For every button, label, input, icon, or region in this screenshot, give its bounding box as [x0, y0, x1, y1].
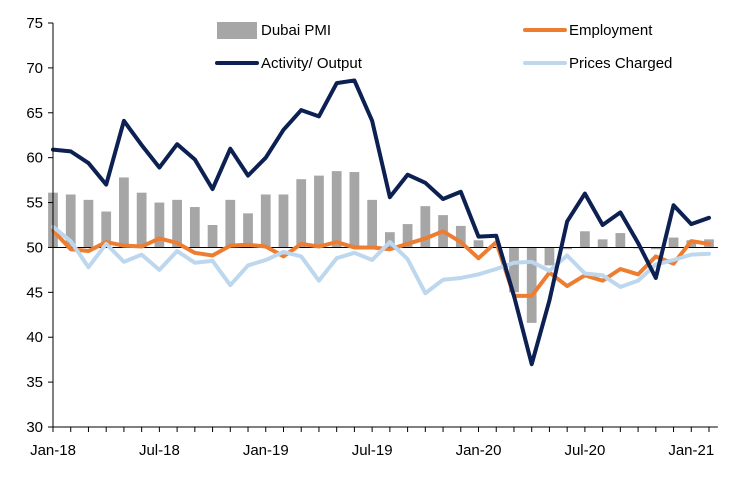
bar-dubai-pmi-sep-19 — [402, 224, 413, 248]
legend: Dubai PMI Employment Activity/ Output Price… — [215, 22, 672, 72]
bar-dubai-pmi-apr-19 — [314, 175, 324, 248]
legend-item-dubai-pmi: Dubai PMI — [217, 22, 331, 39]
x-tick-label: Jul-18 — [139, 442, 180, 459]
legend-label: Employment — [569, 22, 653, 39]
y-tick-label: 60 — [26, 150, 43, 167]
series-line-activity-output — [51, 78, 711, 367]
y-tick-label: 55 — [26, 195, 43, 212]
bar-dubai-pmi-nov-20 — [650, 247, 661, 250]
bar-dubai-pmi-oct-18 — [207, 225, 218, 248]
bar-dubai-pmi-dec-19 — [455, 225, 466, 248]
bar-dubai-pmi-sep-18 — [189, 207, 200, 248]
bar-dubai-pmi-mar-19 — [296, 179, 307, 248]
bar-dubai-pmi-mar-18 — [83, 199, 94, 248]
series-line-prices-charged — [51, 224, 711, 296]
bar-dubai-pmi-may-20 — [544, 247, 555, 266]
bar-dubai-pmi-sep-20 — [615, 233, 626, 248]
bar-dubai-pmi-mar-20 — [509, 247, 519, 293]
bar-dubai-pmi-jul-18 — [154, 202, 165, 248]
x-tick-label: Jan-21 — [668, 442, 714, 459]
axes-layer: 30 35 40 45 50 55 60 65 70 75 Jan-18 Jul-18 Jan-19 Ju… — [26, 15, 718, 459]
legend-label: Dubai PMI — [261, 22, 331, 39]
bar-dubai-pmi-dec-20 — [668, 237, 679, 248]
lines-layer — [51, 78, 711, 367]
bar-dubai-pmi-aug-20 — [597, 239, 608, 248]
x-tick-label: Jan-20 — [456, 442, 502, 459]
y-tick-label: 45 — [26, 284, 43, 301]
legend-item-activity-output: Activity/ Output — [215, 55, 363, 72]
bar-dubai-pmi-aug-18 — [172, 199, 182, 248]
legend-label: Prices Charged — [569, 55, 672, 72]
legend-label: Activity/ Output — [261, 55, 363, 72]
bar-dubai-pmi-may-19 — [331, 171, 342, 248]
x-tick-label: Jul-19 — [352, 442, 393, 459]
bar-dubai-pmi-jan-19 — [260, 194, 271, 248]
y-tick-label: 50 — [26, 239, 43, 256]
bar-dubai-pmi-oct-19 — [420, 206, 431, 248]
legend-swatch — [217, 22, 257, 39]
x-tick-label: Jan-19 — [243, 442, 289, 459]
bar-dubai-pmi-aug-19 — [384, 232, 395, 248]
bar-dubai-pmi-jan-20 — [473, 240, 484, 248]
y-tick-label: 40 — [26, 329, 43, 346]
bar-dubai-pmi-dec-18 — [243, 213, 253, 248]
bar-dubai-pmi-may-18 — [119, 177, 129, 248]
y-tick-label: 70 — [26, 60, 43, 77]
y-tick-label: 35 — [26, 374, 43, 391]
bar-dubai-pmi-nov-18 — [225, 199, 236, 248]
bar-dubai-pmi-jul-19 — [367, 199, 378, 248]
y-tick-label: 75 — [26, 15, 43, 32]
bar-dubai-pmi-jun-19 — [349, 172, 360, 248]
legend-item-prices-charged: Prices Charged — [523, 55, 672, 72]
bar-dubai-pmi-apr-18 — [101, 211, 112, 248]
y-tick-label: 30 — [26, 419, 43, 436]
legend-item-employment: Employment — [523, 22, 653, 39]
bar-dubai-pmi-feb-18 — [65, 194, 76, 248]
bar-dubai-pmi-jun-18 — [136, 192, 147, 248]
y-tick-label: 65 — [26, 105, 43, 122]
bar-dubai-pmi-feb-19 — [278, 194, 289, 248]
x-tick-label: Jan-18 — [30, 442, 76, 459]
bar-dubai-pmi-jun-20 — [562, 247, 573, 250]
x-tick-label: Jul-20 — [564, 442, 605, 459]
bar-dubai-pmi-jul-20 — [580, 231, 590, 248]
bar-dubai-pmi-apr-20 — [526, 247, 537, 323]
